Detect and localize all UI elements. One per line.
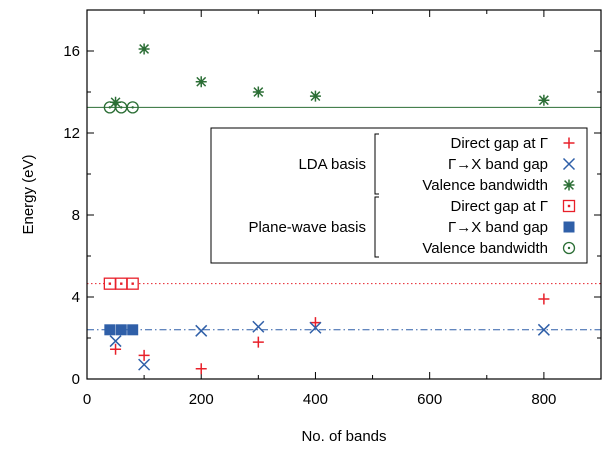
y-tick-label: 8 [72,207,80,224]
y-tick-label: 0 [72,371,80,388]
data-point-star [138,43,150,55]
data-point-dotted-square [103,277,116,290]
y-tick-label: 4 [72,289,80,306]
y-tick-label: 16 [63,43,80,60]
data-point-cross [109,335,122,348]
data-point-dotted-circle [126,101,139,114]
legend-marker-filled-square [563,221,575,233]
data-point-plus [252,336,264,348]
x-tick-label: 200 [189,391,214,408]
data-point-star [195,76,207,88]
legend-box [210,127,588,264]
data-point-plus [309,317,321,329]
data-point-star [110,96,122,108]
legend-marker-plus [563,137,575,149]
data-point-star [538,94,550,106]
data-point-dotted-square [126,277,139,290]
data-point-cross [537,323,550,336]
data-point-plus [110,343,122,355]
legend-marker-dotted-square [562,199,576,213]
legend-marker-cross [562,157,576,171]
data-point-plus [195,363,207,375]
legend-group-label: LDA basis [298,156,366,173]
x-tick-label: 0 [83,391,91,408]
data-point-plus [138,349,150,361]
data-point-plus [538,293,550,305]
data-point-dotted-square [115,277,128,290]
legend: Direct gap at Γ Γ→X band gap Valence bandw… [210,127,588,264]
legend-marker-star [563,179,575,191]
legend-group-label: Plane-wave basis [248,219,366,236]
plot-frame [86,9,602,380]
legend-marker-dotted-circle [562,241,576,255]
data-point-star [309,90,321,102]
y-tick-label: 12 [63,125,80,142]
data-point-cross [309,321,322,334]
tick-labels: 0 200 400 600 800 0 4 8 12 16 [63,43,556,408]
data-point-cross [252,320,265,333]
legend-entry-label: Direct gap at Γ [451,135,548,152]
legend-group-bracket [374,133,379,195]
data-point-filled-square [115,324,127,336]
legend-entry-label: Γ→X band gap [448,219,548,236]
data-point-star [252,86,264,98]
legend-entry-label: Γ→X band gap [448,156,548,173]
x-axis-label: No. of bands [301,428,386,445]
data-point-filled-square [104,324,116,336]
data-point-cross [138,358,151,371]
x-tick-label: 800 [531,391,556,408]
data-point-filled-square [127,324,139,336]
legend-entry-label: Valence bandwidth [422,177,548,194]
reference-lines [87,106,601,331]
data-point-cross [195,324,208,337]
legend-entry-label: Direct gap at Γ [451,198,548,215]
data-points [103,43,550,375]
legend-entry-label: Valence bandwidth [422,240,548,257]
y-axis-label: Energy (eV) [20,154,37,234]
legend-group-bracket [374,196,379,258]
x-tick-label: 600 [417,391,442,408]
x-tick-label: 400 [303,391,328,408]
